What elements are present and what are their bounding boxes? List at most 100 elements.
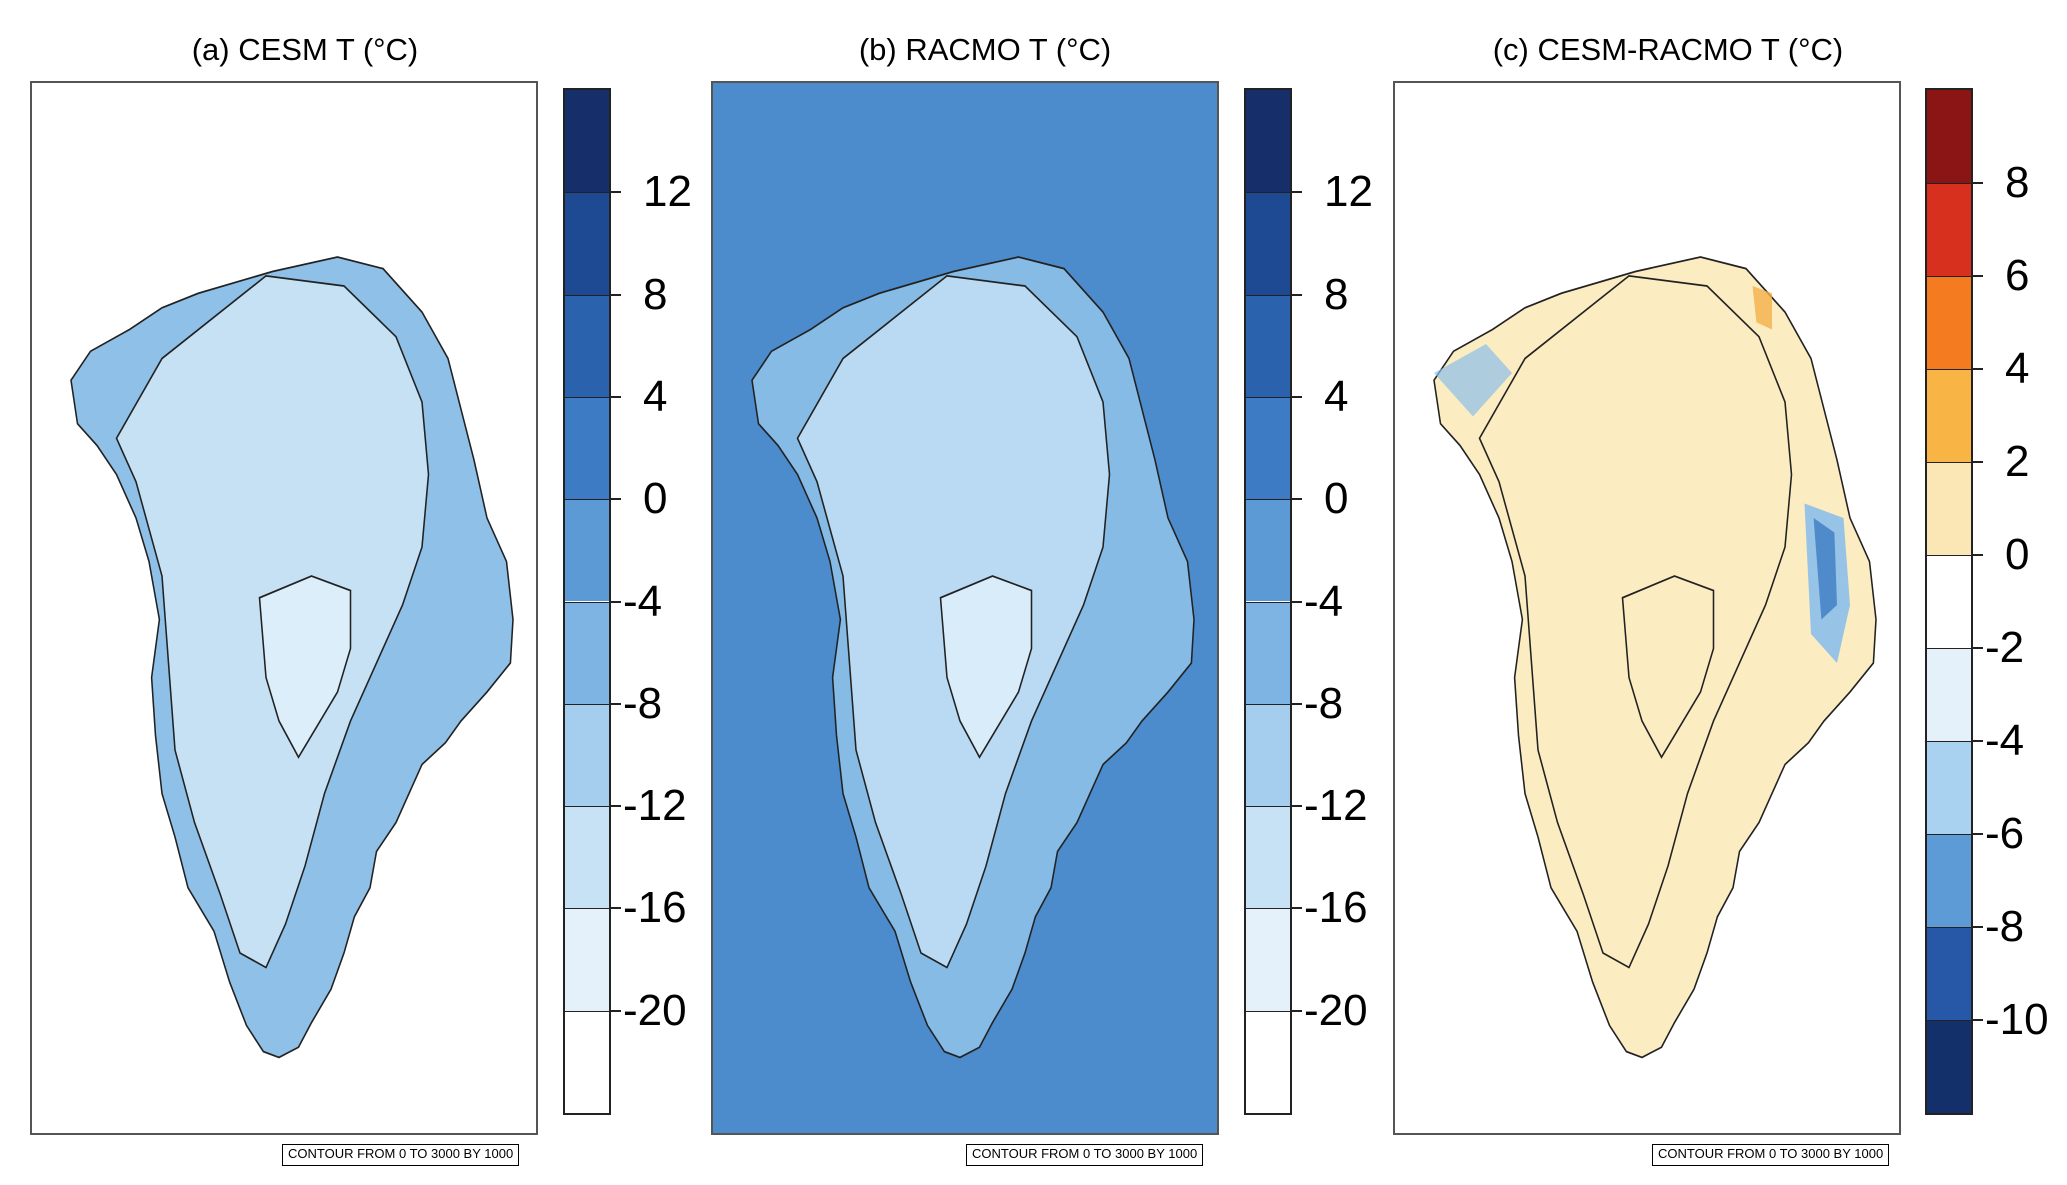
panel-a-map-graphic bbox=[32, 83, 536, 1133]
colorbar-label: -20 bbox=[623, 985, 687, 1035]
colorbar-label: 2 bbox=[2005, 437, 2030, 486]
colorbar-tick bbox=[611, 600, 621, 603]
colorbar-label: -12 bbox=[1304, 781, 1368, 831]
colorbar-label: -10 bbox=[1985, 995, 2049, 1044]
colorbar-label: -4 bbox=[623, 576, 663, 626]
colorbar-label: 0 bbox=[643, 474, 668, 524]
colorbar-tick bbox=[1292, 1009, 1302, 1012]
colorbar-tick bbox=[1292, 191, 1302, 194]
colorbar-label: -8 bbox=[1985, 902, 2025, 951]
greenland-group bbox=[70, 256, 514, 1059]
panel-a-map bbox=[30, 81, 538, 1135]
colorbar-label: -8 bbox=[623, 678, 663, 728]
colorbar-label: 12 bbox=[643, 167, 692, 217]
colorbar-label: -4 bbox=[1985, 716, 2025, 765]
colorbar-segment bbox=[565, 499, 609, 602]
colorbar-label: -8 bbox=[1304, 678, 1344, 728]
colorbar-label: 4 bbox=[643, 371, 668, 421]
colorbar-label: -6 bbox=[1985, 809, 2025, 858]
colorbar-tick bbox=[1292, 395, 1302, 398]
colorbar-tick bbox=[611, 293, 621, 296]
colorbar-label: 8 bbox=[2005, 158, 2030, 207]
colorbar-segment bbox=[565, 908, 609, 1011]
colorbar-tick bbox=[1292, 498, 1302, 501]
colorbar-tick bbox=[1973, 182, 1983, 184]
colorbar-segment bbox=[1246, 806, 1290, 909]
colorbar-tick bbox=[1973, 740, 1983, 742]
colorbar-label: -2 bbox=[1985, 623, 2025, 672]
colorbar-segment bbox=[1927, 834, 1971, 927]
colorbar-segment bbox=[1246, 908, 1290, 1011]
colorbar-tick bbox=[611, 907, 621, 910]
panel-c-colorbar bbox=[1925, 88, 1973, 1115]
colorbar-label: 8 bbox=[1324, 269, 1349, 319]
colorbar-segment bbox=[565, 601, 609, 704]
colorbar-tick bbox=[611, 498, 621, 501]
panel-c-map bbox=[1393, 81, 1901, 1135]
colorbar-label: -12 bbox=[623, 781, 687, 831]
colorbar-tick bbox=[1973, 647, 1983, 649]
colorbar-segment bbox=[1246, 703, 1290, 807]
panel-c-title: (c) CESM-RACMO T (°C) bbox=[1492, 32, 1844, 67]
colorbar-tick bbox=[611, 191, 621, 194]
colorbar-label: -20 bbox=[1304, 985, 1368, 1035]
colorbar-label: -4 bbox=[1304, 576, 1344, 626]
panel-b-colorbar bbox=[1244, 88, 1292, 1115]
colorbar-segment bbox=[1246, 601, 1290, 704]
colorbar-label: 4 bbox=[2005, 344, 2030, 393]
colorbar-segment bbox=[1246, 1010, 1290, 1113]
colorbar-segment bbox=[565, 294, 609, 397]
panel-b-map-graphic bbox=[713, 83, 1217, 1133]
colorbar-segment bbox=[1927, 462, 1971, 555]
colorbar-label: -16 bbox=[623, 883, 687, 933]
panel-a-title: (a) CESM T (°C) bbox=[191, 32, 419, 67]
ice-contour-3000m bbox=[939, 575, 1033, 759]
panel-b-title: (b) RACMO T (°C) bbox=[858, 32, 1112, 67]
colorbar-segment bbox=[1246, 396, 1290, 500]
colorbar-segment bbox=[1927, 648, 1971, 741]
colorbar-tick bbox=[1292, 907, 1302, 910]
colorbar-tick bbox=[1973, 368, 1983, 370]
colorbar-segment bbox=[1246, 192, 1290, 295]
colorbar-segment bbox=[1927, 183, 1971, 276]
warm-anomaly-north bbox=[1752, 286, 1772, 330]
panel-a-contour-note: CONTOUR FROM 0 TO 3000 BY 1000 bbox=[282, 1144, 520, 1166]
panel-c-contour-note: CONTOUR FROM 0 TO 3000 BY 1000 bbox=[1652, 1144, 1890, 1166]
colorbar-tick bbox=[1292, 293, 1302, 296]
colorbar-tick bbox=[1973, 554, 1983, 556]
colorbar-tick bbox=[611, 805, 621, 808]
colorbar-label: 8 bbox=[643, 269, 668, 319]
greenland-group bbox=[751, 256, 1195, 1059]
colorbar-segment bbox=[1246, 294, 1290, 397]
colorbar-label: -16 bbox=[1304, 883, 1368, 933]
colorbar-tick bbox=[1973, 1019, 1983, 1021]
colorbar-segment bbox=[1927, 555, 1971, 648]
colorbar-segment bbox=[565, 703, 609, 807]
coastline bbox=[1433, 256, 1877, 1059]
ice-contour-3000m bbox=[258, 575, 352, 759]
colorbar-label: 4 bbox=[1324, 371, 1349, 421]
colorbar-label: 0 bbox=[2005, 530, 2030, 579]
colorbar-tick bbox=[1292, 702, 1302, 705]
colorbar-tick bbox=[611, 395, 621, 398]
colorbar-label: 0 bbox=[1324, 474, 1349, 524]
colorbar-segment bbox=[565, 192, 609, 295]
colorbar-segment bbox=[1927, 276, 1971, 369]
panel-c-map-graphic bbox=[1395, 83, 1899, 1133]
panel-b-contour-note: CONTOUR FROM 0 TO 3000 BY 1000 bbox=[966, 1144, 1204, 1166]
colorbar-tick bbox=[611, 1009, 621, 1012]
colorbar-segment bbox=[1927, 1020, 1971, 1113]
colorbar-tick bbox=[1973, 833, 1983, 835]
colorbar-segment bbox=[565, 806, 609, 909]
colorbar-segment bbox=[1927, 369, 1971, 462]
colorbar-segment bbox=[565, 90, 609, 193]
ice-contour-3000m bbox=[1621, 575, 1715, 759]
panel-b-map bbox=[711, 81, 1219, 1135]
colorbar-tick bbox=[611, 702, 621, 705]
colorbar-tick bbox=[1973, 926, 1983, 928]
colorbar-segment bbox=[565, 396, 609, 500]
colorbar-label: 6 bbox=[2005, 251, 2030, 300]
colorbar-segment bbox=[1927, 927, 1971, 1020]
panel-a-colorbar bbox=[563, 88, 611, 1115]
colorbar-segment bbox=[565, 1010, 609, 1113]
